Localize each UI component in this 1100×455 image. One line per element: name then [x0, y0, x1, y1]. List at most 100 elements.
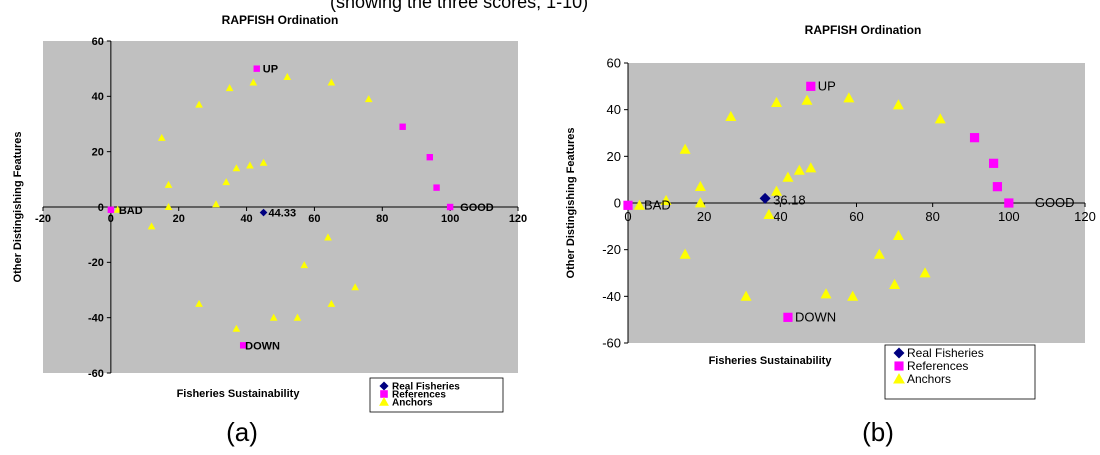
- anchor-point: [660, 194, 672, 206]
- anchor-point: [269, 313, 278, 321]
- y-tick-label: 0: [98, 202, 104, 214]
- y-tick-label: 0: [614, 196, 621, 211]
- anchor-point: [694, 180, 706, 192]
- anchor-point: [801, 94, 813, 105]
- annotation-label: UP: [818, 78, 836, 93]
- anchor-point: [847, 290, 859, 301]
- x-tick-label: 120: [509, 213, 527, 225]
- annotations: BAD GOOD UP DOWN 44.33: [119, 64, 494, 353]
- anchor-point: [892, 229, 904, 241]
- reference-point: [107, 206, 115, 213]
- anchor-point: [283, 72, 292, 81]
- x-tick-labels: 0 20 40 60 80 100 120: [624, 209, 1095, 224]
- annotation-label: 36.18: [773, 192, 806, 207]
- reference-point: [969, 133, 980, 143]
- legend-box: [884, 344, 1036, 400]
- anchor-point: [782, 171, 794, 182]
- y-tick-label: -60: [602, 336, 621, 351]
- y-tick-label: -20: [602, 242, 621, 257]
- reference-point: [253, 65, 260, 72]
- anchor-point: [157, 133, 166, 141]
- anchor-point: [763, 208, 775, 220]
- annotation-label: GOOD: [460, 202, 494, 214]
- reference-point: [433, 184, 440, 191]
- x-tick-label: 80: [376, 213, 388, 225]
- annotation-label: DOWN: [795, 309, 836, 324]
- x-tick-label: 20: [697, 209, 711, 224]
- anchor-point: [246, 161, 254, 169]
- anchor-point: [225, 84, 234, 92]
- x-tick-label: 0: [624, 209, 631, 224]
- anchor-point: [293, 313, 302, 321]
- anchor-point: [195, 299, 203, 307]
- x-tick-label: -20: [35, 213, 51, 225]
- anchor-point: [164, 180, 173, 188]
- x-tick-label: 120: [1074, 209, 1096, 224]
- anchor-point: [232, 324, 241, 332]
- legend-box: [369, 377, 504, 413]
- x-tick-label: 60: [308, 213, 320, 225]
- anchor-point: [919, 267, 931, 278]
- legend-swatch-anchors: [379, 397, 389, 406]
- chart-panel-a: RAPFISH Ordination -20 0 20 40 60 80 100 120 -6…: [12, 13, 527, 447]
- legend-label: References: [907, 359, 968, 373]
- reference-point: [1004, 198, 1014, 208]
- real-fishery-point: [259, 208, 268, 217]
- annotation-label: BAD: [644, 197, 671, 212]
- annotation-label: DOWN: [245, 340, 280, 352]
- y-tick-label: -40: [602, 289, 621, 304]
- anchor-point: [324, 233, 332, 241]
- y-tick-labels: -60 -40 -20 0 20 40 60: [88, 36, 104, 380]
- y-tick-label: 20: [607, 149, 621, 164]
- annotation-label: GOOD: [1035, 195, 1075, 210]
- x-tick-label: 80: [925, 209, 939, 224]
- anchor-point: [873, 248, 885, 259]
- reference-point: [989, 158, 999, 168]
- chart-title: RAPFISH Ordination: [222, 13, 339, 27]
- x-axis-label: Fisheries Sustainability: [709, 355, 833, 367]
- reference-point: [992, 182, 1003, 192]
- legend-swatch-anchors: [893, 373, 905, 384]
- x-tick-labels: -20 0 20 40 60 80 100 120: [35, 213, 527, 225]
- y-tick-label: -20: [88, 257, 104, 269]
- anchor-point: [679, 248, 691, 259]
- anchor-point: [892, 99, 904, 110]
- anchor-point: [679, 143, 691, 154]
- anchor-point: [843, 92, 855, 103]
- anchor-point: [694, 197, 706, 208]
- legend-label: Anchors: [907, 372, 951, 386]
- anchor-point: [725, 110, 737, 122]
- anchor-point: [195, 100, 203, 108]
- anchor-point: [249, 78, 258, 86]
- panel-label: (b): [862, 417, 894, 447]
- legend-swatch-real-fisheries: [893, 347, 905, 359]
- reference-point: [783, 312, 793, 322]
- anchor-point: [820, 288, 832, 299]
- chart-panel-b: RAPFISH Ordination 0 20 40 60 80 100 120 -60 -4…: [565, 23, 1096, 447]
- y-tick-labels: -60 -40 -20 0 20 40 60: [602, 56, 621, 351]
- panel-label: (a): [226, 417, 258, 447]
- y-tick-label: 40: [607, 102, 621, 117]
- anchor-point: [633, 199, 645, 210]
- reference-point: [623, 200, 633, 210]
- legend-swatch-references: [380, 390, 388, 398]
- x-tick-label: 40: [240, 213, 252, 225]
- anchor-point: [805, 162, 817, 173]
- anchor-point: [222, 178, 231, 186]
- x-tick-label: 60: [849, 209, 863, 224]
- anchor-point: [327, 299, 336, 307]
- legend-label: Real Fisheries: [392, 382, 460, 393]
- anchor-point: [771, 185, 783, 196]
- anchor-point: [740, 290, 752, 301]
- y-axis-label: Other Distingishing Features: [565, 128, 577, 279]
- y-axis-label: Other Distingishing Features: [12, 132, 24, 283]
- y-tick-label: 40: [92, 91, 104, 103]
- anchor-point: [934, 113, 946, 124]
- anchor-point: [327, 78, 336, 86]
- legend-label: Anchors: [392, 398, 433, 409]
- legend-swatch-references: [894, 361, 904, 371]
- x-tick-label: 20: [173, 213, 185, 225]
